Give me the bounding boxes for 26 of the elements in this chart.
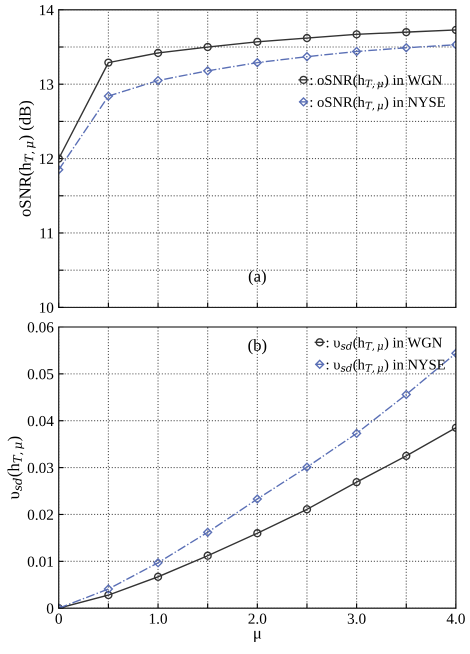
y-tick-label: 11	[40, 228, 53, 238]
y-tick-label: 0.04	[28, 416, 54, 426]
legend-label: : oSNR(h$_{T,μ}$) in NYSE	[310, 96, 445, 112]
y-tick-label: 10	[40, 302, 54, 313]
x-tick-label: 4.0	[446, 614, 465, 624]
y-tick-label: 0.05	[28, 369, 54, 380]
legend-label: : oSNR(h$_{T,μ}$) in WGN	[310, 74, 442, 90]
annotation: (b)	[248, 339, 266, 354]
x-tick-label: 1.0	[150, 614, 168, 624]
y-tick-label: 12	[40, 154, 54, 164]
y-tick-label: 0.03	[28, 462, 54, 474]
x-tick-label: 3.0	[348, 614, 366, 624]
x-axis-title: μ	[254, 630, 262, 642]
y-tick-label: 0.01	[28, 556, 53, 567]
annotation: (a)	[248, 270, 266, 286]
y-tick-label: 13	[40, 79, 54, 90]
y-tick-label: 0.06	[28, 322, 54, 333]
legend-label: : υ$_{sd}$(h$_{T,μ}$) in WGN	[326, 337, 442, 352]
y-axis-title: oSNR(h$_{T,μ}$) (dB)	[19, 100, 36, 216]
legend-label: : υ$_{sd}$(h$_{T,μ}$) in NYSE	[326, 359, 445, 374]
y-tick-label: 0.02	[28, 510, 54, 520]
y-tick-label: 0	[46, 603, 54, 614]
y-tick-label: 14	[40, 5, 54, 16]
x-tick-label: 0	[56, 614, 62, 624]
y-axis-title: υ$_{sd}$(h$_{T,μ}$)	[8, 436, 24, 500]
x-tick-label: 2.0	[248, 614, 266, 624]
